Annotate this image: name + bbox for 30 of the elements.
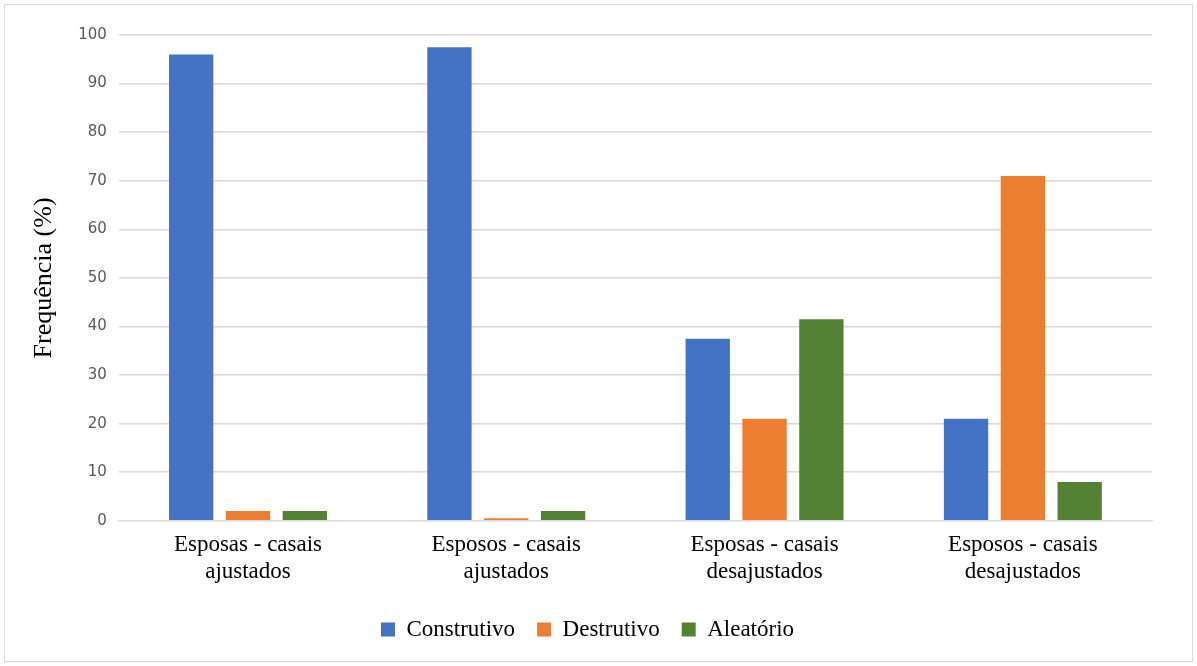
bar bbox=[799, 319, 844, 521]
legend-label: Construtivo bbox=[406, 615, 516, 641]
x-tick-label: Esposos - casais desajustados bbox=[948, 530, 1098, 584]
legend-label: Aleatório bbox=[707, 615, 795, 641]
bar bbox=[282, 511, 327, 521]
y-axis-title: Frequência (%) bbox=[28, 197, 58, 359]
bar bbox=[742, 418, 787, 521]
bar bbox=[943, 418, 989, 521]
y-tick-label: 90 bbox=[87, 73, 107, 92]
bar bbox=[540, 511, 586, 521]
y-tick-label: 0 bbox=[97, 510, 107, 529]
bar bbox=[685, 338, 730, 521]
x-tick-label: Esposas - casais desajustados bbox=[690, 530, 839, 584]
legend-label: Destrutivo bbox=[562, 615, 660, 641]
y-tick-label: 50 bbox=[87, 267, 107, 286]
y-tick-label: 70 bbox=[87, 170, 107, 189]
bar bbox=[1000, 175, 1046, 521]
y-tick-label: 30 bbox=[87, 364, 107, 383]
y-tick-label: 10 bbox=[87, 462, 107, 481]
x-tick-label: Esposos - casais ajustados bbox=[431, 530, 582, 584]
bar bbox=[168, 54, 214, 521]
y-tick-label: 80 bbox=[87, 122, 107, 141]
bar bbox=[225, 511, 271, 521]
y-tick-label: 20 bbox=[87, 413, 107, 432]
y-tick-label: 40 bbox=[87, 316, 107, 335]
bar bbox=[427, 47, 472, 521]
y-tick-label: 100 bbox=[78, 24, 107, 43]
y-tick-label: 60 bbox=[87, 219, 107, 238]
x-tick-label: Esposas - casais ajustados bbox=[173, 530, 323, 584]
bar bbox=[1057, 481, 1102, 521]
